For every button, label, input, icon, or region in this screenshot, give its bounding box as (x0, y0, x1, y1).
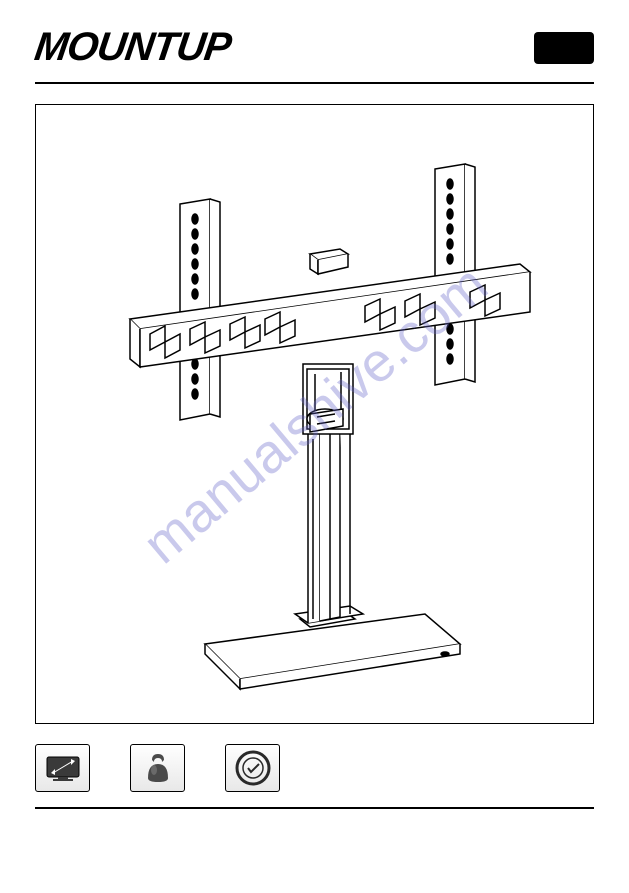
weight-icon (130, 744, 185, 792)
page-header: MOUNTUP (35, 25, 594, 70)
spec-icons-row (35, 744, 594, 792)
top-divider (35, 82, 594, 84)
warranty-icon (225, 744, 280, 792)
header-black-box (534, 32, 594, 64)
brand-logo: MOUNTUP (32, 25, 234, 70)
tv-stand-diagram (65, 124, 565, 704)
product-diagram-container: manualshive.com (35, 104, 594, 724)
bottom-divider (35, 807, 594, 809)
screen-size-icon (35, 744, 90, 792)
